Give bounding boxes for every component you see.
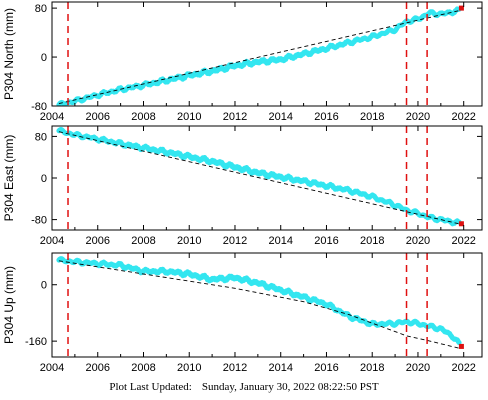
x-tick-label: 2022 xyxy=(451,362,475,374)
x-tick-label: 2006 xyxy=(86,362,110,374)
x-tick-label: 2008 xyxy=(131,111,155,123)
x-tick-label: 2018 xyxy=(360,362,384,374)
y-axis-label: P304 East (mm) xyxy=(2,135,16,222)
x-tick-label: 2018 xyxy=(360,111,384,123)
x-tick-label: 2004 xyxy=(40,362,64,374)
model-trend-line xyxy=(58,260,460,349)
last-updated-label: Plot Last Updated: xyxy=(109,381,192,393)
latest-position-marker xyxy=(458,343,464,349)
data-series-line xyxy=(56,6,462,106)
x-tick-label: 2012 xyxy=(223,235,247,247)
x-tick-label: 2008 xyxy=(131,235,155,247)
y-tick-label: 0 xyxy=(41,52,47,64)
x-tick-label: 2012 xyxy=(223,362,247,374)
panel-frame xyxy=(51,252,483,358)
plot-area xyxy=(56,253,464,357)
x-tick-label: 2010 xyxy=(177,111,201,123)
x-tick-label: 2008 xyxy=(131,362,155,374)
x-tick-label: 2016 xyxy=(314,235,338,247)
plot-area xyxy=(56,126,464,230)
x-tick-label: 2020 xyxy=(406,362,430,374)
x-tick-label: 2022 xyxy=(451,111,475,123)
x-tick-label: 2016 xyxy=(314,111,338,123)
x-tick-label: 2010 xyxy=(177,362,201,374)
latest-position-marker xyxy=(458,5,464,11)
y-tick-label: 0 xyxy=(41,280,47,292)
x-tick-label: 2016 xyxy=(314,362,338,374)
data-series-line xyxy=(56,127,462,227)
x-tick-label: 2014 xyxy=(268,362,292,374)
y-tick-label: -160 xyxy=(25,336,47,348)
x-tick-label: 2004 xyxy=(40,235,64,247)
y-tick-label: 80 xyxy=(35,131,47,143)
last-updated-value: Sunday, January 30, 2022 08:22:50 PST xyxy=(201,381,379,393)
y-tick-label: -80 xyxy=(31,215,47,227)
chart-panel-3: 2004 2006 2008 2010 2012 2014 2016 2018 2020 2022… xyxy=(2,252,483,374)
model-trend-line xyxy=(58,131,460,225)
latest-position-marker xyxy=(458,221,464,227)
x-tick-label: 2006 xyxy=(86,111,110,123)
last-updated-footer: Plot Last Updated: Sunday, January 30, 20… xyxy=(0,381,488,393)
y-axis-label: P304 Up (mm) xyxy=(2,266,16,344)
data-series-line xyxy=(56,256,462,346)
x-tick-label: 2020 xyxy=(406,111,430,123)
x-tick-label: 2018 xyxy=(360,235,384,247)
x-tick-label: 2022 xyxy=(451,235,475,247)
x-tick-label: 2010 xyxy=(177,235,201,247)
x-tick-label: 2020 xyxy=(406,235,430,247)
model-trend-line xyxy=(58,10,460,105)
plot-area xyxy=(56,2,464,106)
chart-panel-1: 2004 2006 2008 2010 2012 2014 2016 2018 2020 2022… xyxy=(2,1,483,123)
x-tick-label: 2004 xyxy=(40,111,64,123)
panel-frame xyxy=(51,1,483,107)
y-tick-label: 0 xyxy=(41,173,47,185)
x-tick-label: 2006 xyxy=(86,235,110,247)
x-tick-label: 2014 xyxy=(268,111,292,123)
y-axis-label: P304 North (mm) xyxy=(2,8,16,100)
x-tick-label: 2012 xyxy=(223,111,247,123)
y-tick-label: -80 xyxy=(31,101,47,113)
y-tick-label: 80 xyxy=(35,3,47,15)
x-tick-label: 2014 xyxy=(268,235,292,247)
chart-panel-2: 2004 2006 2008 2010 2012 2014 2016 2018 2020 2022… xyxy=(2,125,483,247)
